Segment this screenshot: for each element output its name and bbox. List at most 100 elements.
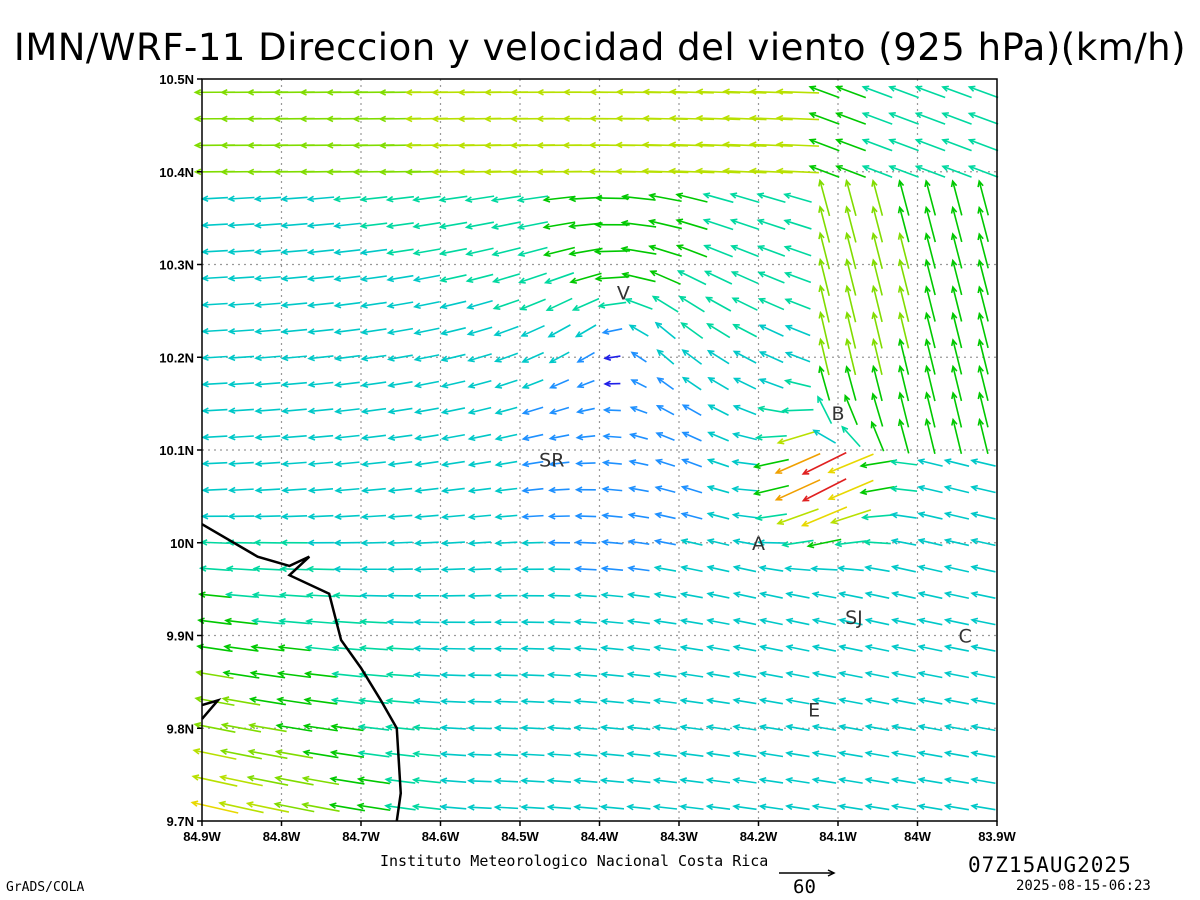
wind-arrow [917, 644, 943, 652]
wind-arrow [818, 284, 830, 323]
wind-arrow [706, 458, 730, 468]
wind-arrow [246, 775, 289, 787]
wind-arrow [835, 138, 867, 152]
wind-arrow [467, 460, 492, 468]
wind-arrow [888, 164, 919, 178]
wind-arrow [705, 724, 730, 731]
wind-arrow [464, 195, 495, 203]
wind-arrow [385, 724, 415, 731]
wind-arrow [668, 167, 715, 175]
wind-arrow [818, 257, 830, 297]
wind-arrow [250, 644, 285, 652]
wind-arrow [702, 218, 734, 231]
wind-arrow [573, 645, 598, 652]
wind-arrow [758, 378, 784, 389]
wind-arrow [758, 591, 783, 599]
wind-arrow [757, 405, 785, 414]
wind-arrow [493, 645, 518, 652]
wind-arrow [599, 697, 624, 705]
wind-arrow [707, 404, 729, 416]
wind-arrow [413, 645, 440, 652]
wind-arrow [914, 85, 946, 99]
wind-arrow [603, 380, 621, 388]
wind-arrow [864, 750, 890, 758]
wind-arrow [620, 245, 657, 255]
wind-arrow [543, 272, 575, 285]
wind-arrow [785, 670, 810, 679]
wind-arrow [676, 270, 707, 286]
wind-arrow [808, 85, 840, 99]
wind-arrow [440, 460, 465, 468]
wind-arrow [626, 671, 651, 678]
wind-arrow [844, 394, 858, 426]
wind-arrow [837, 591, 863, 599]
wind-arrow [811, 644, 837, 652]
wind-arrow [626, 777, 651, 784]
wind-arrow [668, 114, 715, 122]
wind-arrow [333, 248, 361, 256]
wind-arrow [439, 803, 467, 811]
wind-arrow [654, 485, 676, 493]
wind-arrow [757, 271, 785, 284]
wind-arrow [754, 513, 787, 522]
wind-arrow [924, 285, 936, 322]
wind-arrow [800, 506, 848, 527]
wind-arrow [413, 380, 440, 389]
wind-arrow [599, 803, 625, 811]
wind-arrow [467, 513, 492, 521]
wind-arrow [360, 301, 387, 309]
wind-arrow [278, 591, 309, 599]
wind-arrow [252, 565, 283, 573]
wind-arrow [573, 750, 598, 758]
wind-arrow [467, 566, 492, 573]
wind-arrow [862, 538, 891, 546]
wind-arrow [492, 299, 520, 310]
wind-arrow [748, 141, 793, 148]
wind-arrow [547, 592, 571, 599]
wind-arrow [385, 671, 415, 678]
wind-arrow [594, 194, 630, 202]
wind-arrow [386, 566, 413, 573]
wind-arrow [302, 723, 338, 732]
wind-arrow [439, 698, 466, 705]
wind-arrow [302, 749, 339, 759]
wind-arrow [756, 192, 786, 204]
wind-arrow [574, 539, 597, 546]
wind-arrow [521, 379, 544, 389]
wind-arrow [227, 380, 254, 388]
wind-arrow [818, 310, 830, 350]
wind-arrow [756, 218, 786, 230]
wind-arrow [227, 486, 254, 494]
wind-arrow [628, 459, 649, 466]
wind-arrow [200, 512, 228, 520]
wind-arrow [601, 486, 623, 493]
wind-arrow [602, 433, 622, 440]
lat-tick-label: 10.3N [159, 258, 194, 273]
wind-arrow [227, 248, 255, 256]
wind-arrow [970, 564, 996, 573]
wind-arrow [386, 327, 414, 336]
wind-arrow [679, 724, 704, 731]
wind-arrow [568, 247, 603, 257]
wind-arrow [494, 566, 518, 573]
wind-arrow [811, 750, 837, 758]
wind-arrow [227, 407, 254, 415]
wind-arrow [306, 565, 335, 573]
wind-arrow [600, 591, 624, 599]
wind-arrow [924, 338, 936, 375]
wind-arrow [253, 275, 281, 282]
wind-arrow [732, 538, 757, 546]
wind-arrow [706, 591, 730, 599]
wind-arrow [706, 644, 730, 652]
wind-arrow [359, 275, 387, 283]
wind-arrow [412, 697, 441, 705]
wind-arrow [651, 295, 679, 313]
wind-arrow [811, 697, 837, 705]
wind-arrow [970, 484, 996, 494]
wind-arrow [548, 486, 570, 494]
wind-arrow [970, 644, 996, 652]
lat-tick-label: 9.7N [167, 814, 194, 829]
wind-arrow [467, 671, 492, 679]
wind-arrow [864, 723, 890, 732]
wind-arrow [732, 750, 757, 758]
